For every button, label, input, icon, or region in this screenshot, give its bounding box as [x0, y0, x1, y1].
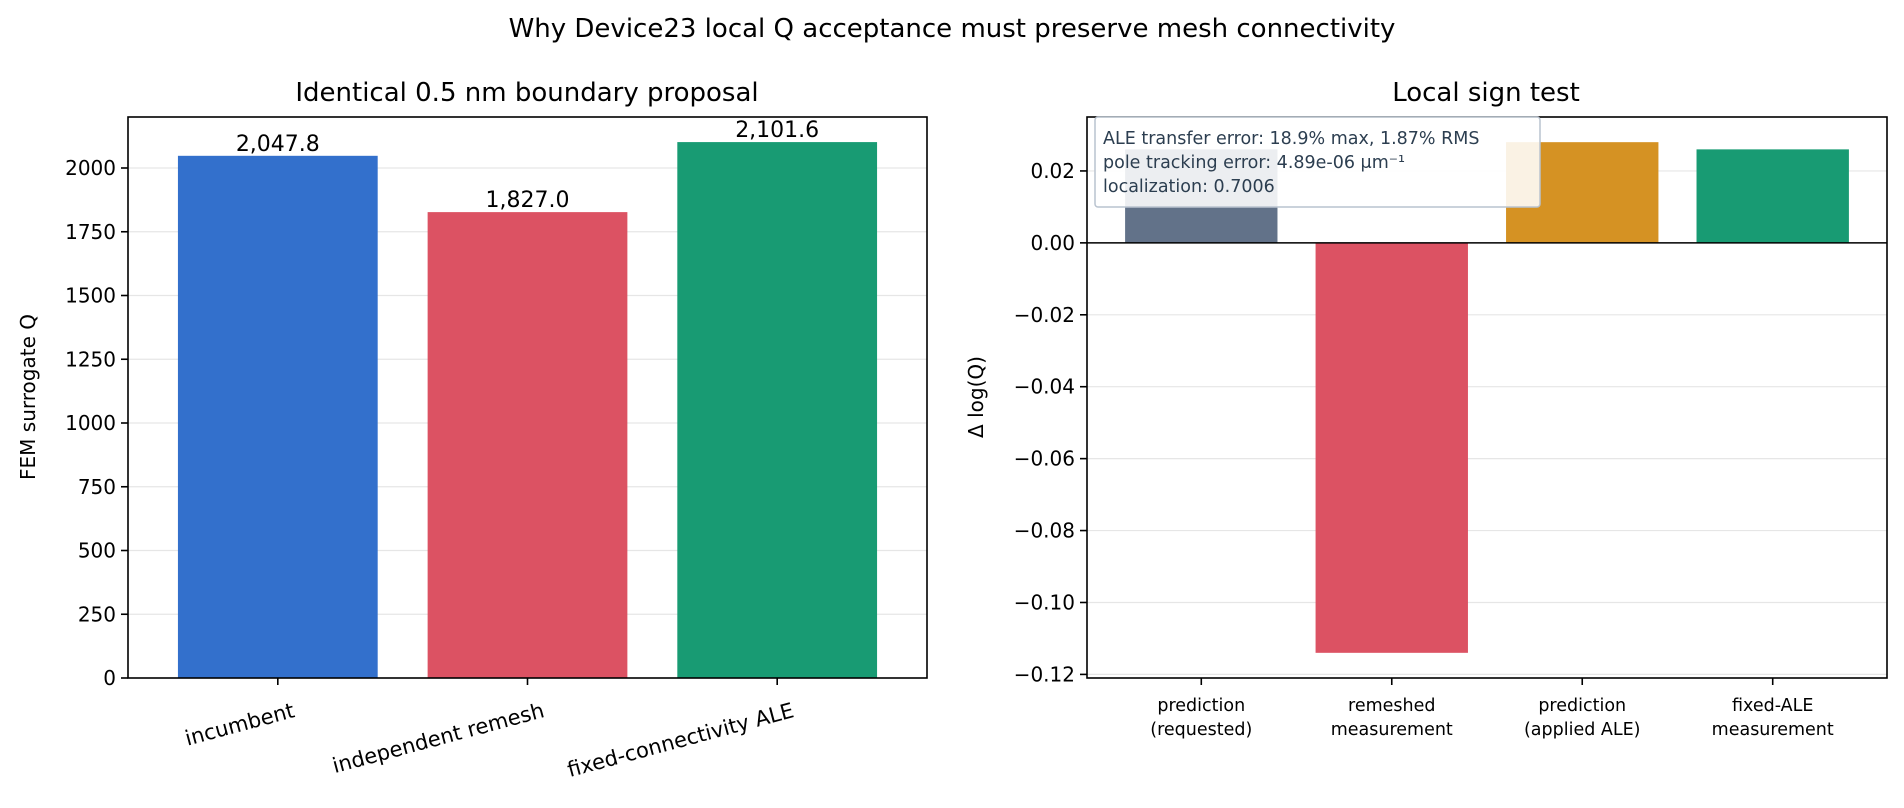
right-x-tick-label: fixed-ALE measurement [1712, 696, 1834, 740]
left-bar [677, 142, 878, 679]
left-bar [177, 155, 378, 678]
annotation-box: ALE transfer error: 18.9% max, 1.87% RMS… [1094, 116, 1541, 208]
left-y-tick-label: 1250 [65, 347, 116, 371]
left-y-tick-label: 250 [78, 602, 116, 626]
right-bar [1696, 149, 1849, 243]
right-x-tick-label-line: prediction [1538, 696, 1626, 716]
annotation-line-2: pole tracking error: 4.89e-06 μm⁻¹ [1103, 153, 1405, 173]
left-bars: 2,047.8 1,827.0 2,101.6 [177, 118, 878, 679]
left-y-tick-label: 1500 [65, 284, 116, 308]
left-chart-title: Identical 0.5 nm boundary proposal [295, 78, 758, 108]
annotation-line-3: localization: 0.7006 [1103, 177, 1275, 197]
left-y-tick-label: 500 [78, 539, 116, 563]
right-y-tick-label: −0.10 [1014, 590, 1075, 614]
right-y-tick-label: 0.02 [1030, 159, 1075, 183]
right-x-tick-label: remeshed measurement [1331, 696, 1453, 740]
annotation-line-1: ALE transfer error: 18.9% max, 1.87% RMS [1103, 129, 1479, 149]
right-gridlines [1087, 170, 1887, 676]
left-bar-value-label: 2,047.8 [236, 132, 320, 157]
annotation-background [1094, 116, 1541, 208]
right-y-tick-label: −0.08 [1014, 519, 1075, 543]
right-y-axis: 0.02 0.00 −0.02 −0.04 −0.06 −0.08 −0.10 −0.12 [1014, 159, 1087, 686]
figure-title: Why Device23 local Q acceptance must pre… [509, 14, 1396, 44]
left-y-tick-label: 1750 [65, 220, 116, 244]
left-bar-value-label: 2,101.6 [735, 118, 819, 143]
right-x-tick-label-line: fixed-ALE [1732, 696, 1813, 716]
right-x-tick-label-line: prediction [1157, 696, 1245, 716]
right-y-tick-label: −0.06 [1014, 447, 1075, 471]
right-x-tick-label-line: measurement [1712, 720, 1834, 740]
left-y-tick-label: 750 [78, 475, 116, 499]
left-chart: Identical 0.5 nm boundary proposal 2,047… [16, 78, 928, 782]
left-y-tick-label: 1000 [65, 411, 116, 435]
right-chart-title: Local sign test [1392, 78, 1580, 108]
right-y-tick-label: 0.00 [1030, 231, 1075, 255]
left-y-tick-label: 0 [103, 666, 116, 690]
left-x-tick-label: incumbent [182, 698, 297, 750]
right-x-tick-label-line: (applied ALE) [1524, 720, 1641, 740]
right-y-tick-label: −0.02 [1014, 303, 1075, 327]
left-x-tick-label: independent remesh [330, 698, 547, 778]
right-bar [1315, 242, 1468, 653]
right-x-axis: prediction (requested) remeshed measurement… [1150, 678, 1834, 740]
right-x-tick-label-line: measurement [1331, 720, 1453, 740]
left-y-tick-label: 2000 [65, 156, 116, 180]
right-x-tick-label-line: remeshed [1348, 696, 1435, 716]
right-x-tick-label-line: (requested) [1150, 720, 1252, 740]
right-chart: Local sign test 0.02 0.00 −0.02 −0.04 −0.06 −… [964, 78, 1888, 740]
left-bar [427, 212, 628, 679]
left-plot-frame [127, 116, 928, 679]
left-x-tick-label: fixed-connectivity ALE [565, 698, 797, 782]
right-x-tick-label: prediction (applied ALE) [1524, 696, 1641, 740]
left-x-axis: incumbent independent remesh fixed-connect… [182, 678, 796, 782]
right-x-tick-label: prediction (requested) [1150, 696, 1252, 740]
right-y-tick-label: −0.04 [1014, 375, 1075, 399]
left-bar-value-label: 1,827.0 [486, 188, 570, 213]
right-bars [1125, 142, 1849, 653]
left-y-axis: 0 250 500 750 1000 1250 1500 1750 2000 [65, 156, 128, 690]
right-y-tick-label: −0.12 [1014, 662, 1075, 686]
left-y-axis-label: FEM surrogate Q [16, 314, 40, 480]
right-y-axis-label: Δ log(Q) [964, 356, 988, 438]
